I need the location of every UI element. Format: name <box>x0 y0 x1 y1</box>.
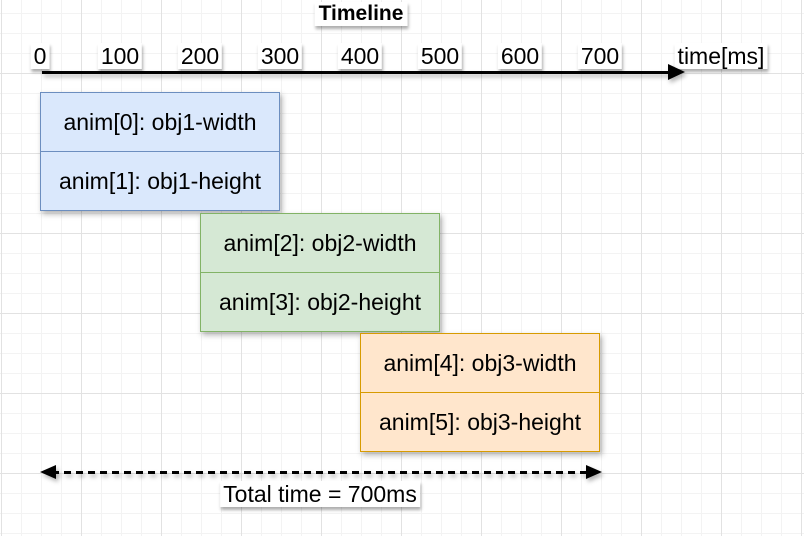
axis-tick-700: 700 <box>577 43 623 69</box>
axis-tick-600: 600 <box>497 43 543 69</box>
axis-unit-label: time[ms] <box>674 43 768 69</box>
anim-group-obj3[interactable]: anim[4]: obj3-width anim[5]: obj3-height <box>360 333 600 452</box>
timeline-title[interactable]: Timeline <box>314 2 408 26</box>
anim-bar-obj3-height[interactable]: anim[5]: obj3-height <box>360 392 600 452</box>
axis-tick-0: 0 <box>30 43 50 69</box>
total-time-label[interactable]: Total time = 700ms <box>220 481 420 507</box>
axis-tick-200: 200 <box>177 43 223 69</box>
anim-bar-obj2-width[interactable]: anim[2]: obj2-width <box>200 213 440 273</box>
axis-tick-300: 300 <box>257 43 303 69</box>
total-time-arrow[interactable] <box>38 464 604 482</box>
total-time-dashed-line <box>52 471 586 474</box>
arrowhead-left-icon <box>40 465 56 479</box>
time-axis-line <box>42 71 670 74</box>
axis-tick-400: 400 <box>337 43 383 69</box>
anim-bar-obj1-width[interactable]: anim[0]: obj1-width <box>40 92 280 152</box>
anim-bar-obj2-height[interactable]: anim[3]: obj2-height <box>200 272 440 332</box>
anim-group-obj1[interactable]: anim[0]: obj1-width anim[1]: obj1-height <box>40 92 280 211</box>
axis-tick-100: 100 <box>97 43 143 69</box>
anim-bar-obj1-height[interactable]: anim[1]: obj1-height <box>40 151 280 211</box>
axis-tick-500: 500 <box>417 43 463 69</box>
anim-bar-obj3-width[interactable]: anim[4]: obj3-width <box>360 333 600 393</box>
arrowhead-right-icon <box>586 465 602 479</box>
anim-group-obj2[interactable]: anim[2]: obj2-width anim[3]: obj2-height <box>200 213 440 332</box>
